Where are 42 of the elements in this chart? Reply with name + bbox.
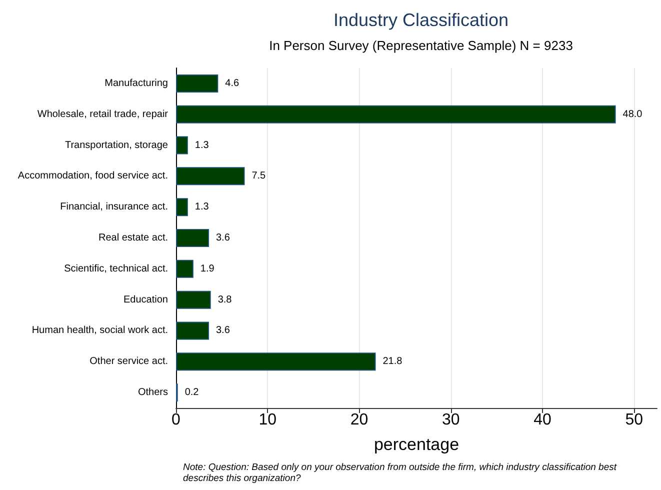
- y-tick-label: Scientific, technical act.: [64, 263, 168, 274]
- bar: [176, 136, 188, 154]
- x-tick-label: 40: [534, 412, 552, 428]
- data-label: 48.0: [622, 108, 643, 120]
- y-tick-label: Others: [138, 387, 168, 398]
- data-label: 1.3: [194, 140, 210, 151]
- bar: [176, 260, 194, 278]
- bar: [176, 105, 616, 124]
- data-label: 1.3: [194, 202, 210, 213]
- chart-subtitle: In Person Survey (Representative Sample) N = 9233: [269, 38, 573, 53]
- bar: [176, 167, 245, 186]
- data-label: 21.8: [382, 356, 403, 368]
- data-label: 3.6: [216, 325, 230, 336]
- y-tick-label: Education: [124, 294, 168, 306]
- data-label: 3.6: [216, 232, 230, 244]
- data-label: 3.8: [218, 294, 232, 306]
- bar: [176, 290, 211, 309]
- y-tick-label: Human health, social work act.: [32, 325, 168, 336]
- chart-title: Industry Classification: [333, 10, 509, 30]
- x-tick-label: 50: [625, 412, 644, 428]
- x-tick-label: 30: [442, 412, 460, 428]
- x-tick-label: 10: [258, 412, 277, 428]
- x-tick-label: 20: [350, 412, 368, 428]
- x-tick-label: 0: [172, 412, 181, 428]
- data-label: 1.9: [200, 263, 215, 274]
- y-tick-label: Transportation, storage: [64, 140, 168, 151]
- x-axis-title: percentage: [374, 435, 460, 454]
- bar: [176, 74, 218, 92]
- bar: [176, 198, 188, 216]
- bar: [176, 229, 209, 247]
- y-tick-label: Accommodation, food service act.: [18, 170, 168, 182]
- bar: [176, 352, 376, 371]
- text: Note: Question: Based only on your observation from outside the firm, which industry classification best describes this organization?: [183, 462, 620, 484]
- data-label: 4.6: [225, 78, 240, 89]
- data-label: 7.5: [252, 170, 266, 182]
- bar: [176, 322, 209, 340]
- y-tick-label: Real estate act.: [98, 232, 168, 244]
- y-tick-label: Manufacturing: [104, 78, 168, 89]
- data-label: 0.2: [184, 387, 200, 398]
- y-tick-label: Financial, insurance act.: [60, 202, 168, 213]
- y-tick-label: Wholesale, retail trade, repair: [37, 108, 169, 120]
- y-tick-label: Other service act.: [90, 356, 168, 368]
